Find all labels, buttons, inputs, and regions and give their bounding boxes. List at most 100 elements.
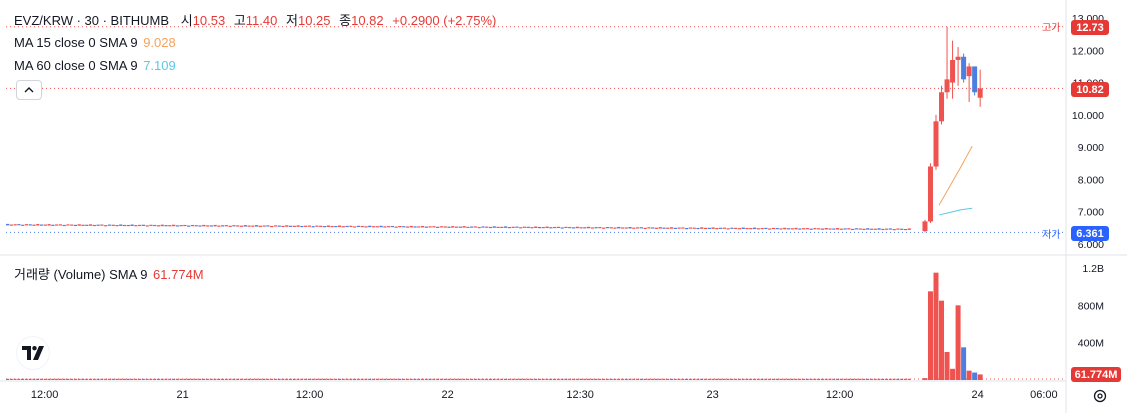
- volume-bar-small: [666, 378, 670, 380]
- volume-bar-small: [296, 378, 300, 380]
- volume-bar-small: [488, 378, 492, 380]
- flat-candle: [809, 228, 813, 230]
- price-axis: 13.00012.00011.00010.0009.0008.0007.0006…: [1072, 13, 1104, 251]
- volume-bar-small: [458, 378, 462, 380]
- flat-candle: [96, 224, 100, 226]
- volume-bar-small: [126, 378, 130, 380]
- volume-bar: [961, 347, 967, 380]
- volume-bar-small: [602, 378, 606, 380]
- volume-bar-small: [21, 378, 25, 380]
- volume-bar-small: [526, 378, 530, 380]
- flat-candle: [115, 225, 119, 227]
- volume-bar-small: [28, 378, 32, 380]
- close-value: 10.82: [351, 13, 384, 28]
- collapse-legend-button[interactable]: [16, 80, 42, 100]
- flat-candle: [387, 226, 391, 228]
- volume-tick-label: 400M: [1078, 338, 1104, 350]
- flat-candle: [62, 224, 66, 227]
- volume-bar-small: [356, 378, 360, 380]
- flat-candle: [775, 228, 779, 230]
- volume-bar-small: [277, 378, 281, 380]
- volume-bar-small: [156, 378, 160, 380]
- flat-candle: [243, 225, 247, 227]
- high-price-label: 고가: [1042, 23, 1061, 34]
- volume-bar-small: [688, 378, 692, 380]
- flat-candle: [794, 227, 798, 230]
- low-value: 10.25: [297, 13, 331, 28]
- flat-candle: [620, 227, 625, 229]
- flat-candle: [583, 227, 587, 229]
- volume-bar-small: [805, 378, 809, 380]
- symbol-title: EVZ/KRW · 30 · BITHUMB: [14, 13, 170, 28]
- flat-candle: [420, 225, 425, 228]
- volume-bar-small: [877, 378, 881, 380]
- volume-bar-small: [900, 378, 904, 380]
- flat-candle: [32, 224, 36, 226]
- ma15-line: [938, 145, 973, 206]
- volume-bar-small: [835, 378, 839, 380]
- volume-bar-small: [32, 378, 36, 380]
- flat-candle: [183, 224, 187, 227]
- volume-bar-small: [651, 378, 655, 380]
- volume-bar-small: [545, 378, 549, 380]
- volume-bar-small: [319, 378, 323, 380]
- flat-candle: [394, 226, 398, 228]
- volume-bar-small: [775, 378, 779, 380]
- flat-candle: [254, 225, 259, 227]
- flat-candle: [73, 224, 78, 227]
- flat-candle: [43, 224, 47, 226]
- price-tick-label: 7.000: [1078, 207, 1104, 219]
- flat-candle: [628, 227, 632, 229]
- flat-candle: [598, 226, 602, 229]
- ma15-legend[interactable]: MA 15 close 0 SMA 9 9.028: [14, 35, 176, 50]
- volume-bar-small: [251, 378, 255, 380]
- flat-candle: [817, 228, 821, 230]
- flat-candle: [417, 226, 421, 228]
- flat-candle: [145, 225, 149, 227]
- flat-candle: [579, 227, 583, 229]
- volume-bar-small: [171, 378, 175, 380]
- flat-candle: [730, 227, 734, 229]
- flat-candle: [624, 227, 628, 229]
- volume-bar-small: [281, 378, 285, 380]
- settings-button[interactable]: [1090, 386, 1110, 406]
- flat-candle: [541, 227, 545, 229]
- volume-bar-small: [598, 378, 602, 380]
- price-tick-label: 9.000: [1078, 142, 1104, 154]
- candle-body: [977, 88, 983, 98]
- volume-bar-small: [213, 378, 217, 380]
- volume-legend[interactable]: 거래량 (Volume) SMA 9 61.774M: [14, 264, 204, 283]
- volume-bar-small: [673, 378, 677, 380]
- flat-candle: [477, 226, 481, 229]
- volume-bar-small: [243, 378, 247, 380]
- candle-body: [966, 66, 972, 77]
- flat-candle: [156, 225, 161, 227]
- flat-candle: [13, 224, 17, 226]
- volume-bar-small: [47, 378, 51, 380]
- volume-bar-small: [760, 378, 764, 380]
- flat-candle: [511, 226, 515, 228]
- volume-bar-small: [549, 378, 553, 380]
- volume-axis: 1.2B 800M 400M: [1078, 263, 1104, 350]
- flat-candle: [187, 225, 191, 227]
- flat-candle: [734, 227, 738, 230]
- volume-bar-small: [398, 378, 402, 380]
- ma60-legend[interactable]: MA 60 close 0 SMA 9 7.109: [14, 58, 176, 73]
- tradingview-logo[interactable]: [17, 337, 49, 369]
- volume-bar-small: [368, 378, 372, 380]
- time-tick-label: 21: [177, 389, 189, 401]
- volume-bar-small: [413, 378, 417, 380]
- volume-bar-small: [632, 378, 636, 380]
- flat-candle: [239, 225, 244, 227]
- volume-bar: [977, 374, 983, 380]
- flat-candle: [673, 227, 677, 230]
- volume-label: 거래량 (Volume) SMA 9: [14, 267, 148, 282]
- flat-candle: [519, 227, 523, 229]
- volume-bar-small: [454, 378, 458, 380]
- flat-candle: [586, 226, 591, 229]
- flat-candle: [779, 228, 783, 230]
- volume-bar-small: [692, 378, 696, 380]
- volume-bar-small: [843, 378, 847, 380]
